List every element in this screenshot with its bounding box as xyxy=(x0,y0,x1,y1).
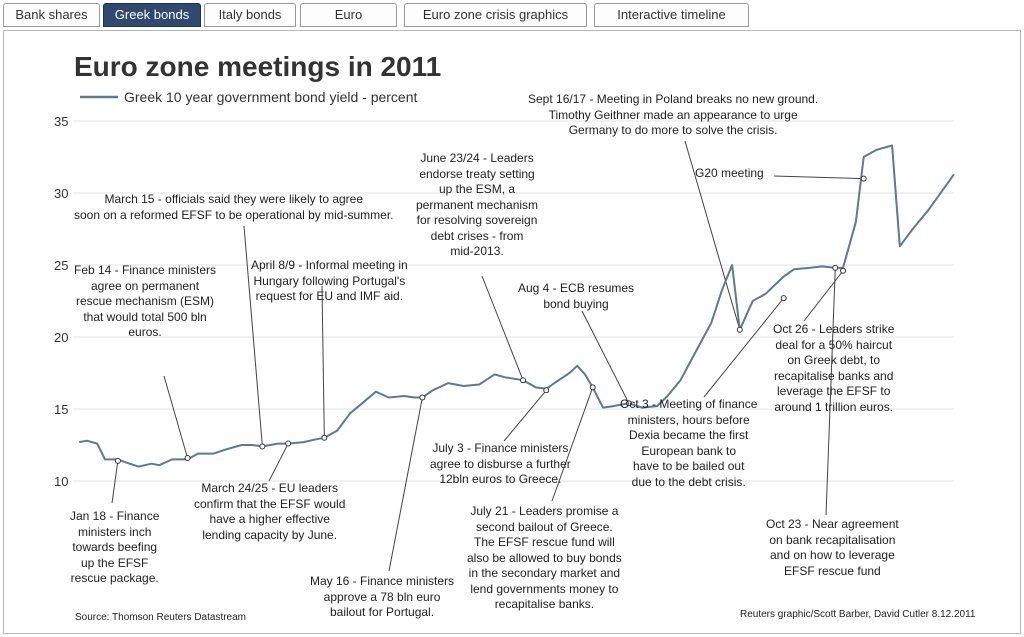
credit-note: Reuters graphic/Scott Barber, David Cutl… xyxy=(740,609,976,620)
annotation-feb14: Feb 14 - Finance ministers agree on perma… xyxy=(74,263,217,339)
annotation-leader-line xyxy=(268,443,289,482)
event-marker xyxy=(625,400,632,407)
y-tick-label: 30 xyxy=(54,186,68,201)
source-note: Source: Thomson Reuters Datastream xyxy=(75,612,247,623)
chart-panel: Euro zone meetings in 2011 Greek 10 year… xyxy=(3,30,1021,634)
annotation-jul21: July 21 - Leaders promise a second bailou… xyxy=(467,504,622,611)
annotation-oct23: Oct 23 - Near agreement on bank recapital… xyxy=(766,517,899,578)
tab-interactive-timeline[interactable]: Interactive timeline xyxy=(594,3,749,27)
annotation-aug4: Aug 4 - ECB resumes bond buying xyxy=(518,281,635,311)
event-marker xyxy=(543,387,550,394)
event-marker xyxy=(736,326,743,333)
annotation-jun23: June 23/24 - Leaders endorse treaty setti… xyxy=(416,151,539,258)
chart-title: Euro zone meetings in 2011 xyxy=(74,51,441,82)
event-marker xyxy=(832,264,839,271)
y-tick-label: 35 xyxy=(54,114,68,129)
annotation-sep16: Sept 16/17 - Meeting in Poland breaks no… xyxy=(528,92,819,137)
event-marker xyxy=(589,384,596,391)
annotation-oct3: Oct 3 - Meeting of finance ministers, hou… xyxy=(620,397,758,489)
annotation-leader-line xyxy=(111,460,119,504)
annotation-leader-line xyxy=(551,387,594,502)
annotation-jul3: July 3 - Finance ministers agree to disbu… xyxy=(430,441,571,486)
annotation-mar15: March 15 - officials said they were like… xyxy=(74,192,394,222)
event-marker xyxy=(860,175,867,182)
annotation-may16: May 16 - Finance ministers approve a 78 b… xyxy=(310,574,455,619)
event-marker xyxy=(780,295,787,302)
y-tick-label: 20 xyxy=(54,330,68,345)
y-tick-label: 10 xyxy=(54,474,68,489)
annotation-mar24: March 24/25 - EU leaders confirm that the… xyxy=(194,481,346,542)
annotation-leader-line xyxy=(703,297,785,398)
annotation-apr8: April 8/9 - Informal meeting in Hungary f… xyxy=(251,258,408,303)
annotation-g20: G20 meeting xyxy=(695,166,764,180)
annotation-jan18: Jan 18 - Finance ministers inch towards be… xyxy=(70,509,160,585)
annotation-leader-line xyxy=(388,397,423,572)
y-tick-label: 25 xyxy=(54,258,68,273)
annotation-oct26: Oct 26 - Leaders strike deal for a 50% ha… xyxy=(773,322,895,414)
bond-yield-chart: Euro zone meetings in 2011 Greek 10 year… xyxy=(54,51,955,572)
annotation-leader-line xyxy=(825,267,836,516)
annotation-leader-line xyxy=(243,225,263,447)
event-marker xyxy=(184,454,191,461)
y-tick-label: 15 xyxy=(54,402,68,417)
annotation-leader-line xyxy=(803,270,844,322)
tab-greek-bonds[interactable]: Greek bonds xyxy=(103,3,201,27)
event-marker xyxy=(520,377,527,384)
tab-euro[interactable]: Euro xyxy=(300,3,397,27)
tab-bar: Bank shares Greek bonds Italy bonds Euro… xyxy=(0,0,1024,30)
tab-bank-shares[interactable]: Bank shares xyxy=(3,3,100,27)
annotation-leader-line xyxy=(163,375,189,459)
tab-euro-zone-crisis-graphics[interactable]: Euro zone crisis graphics xyxy=(404,3,587,27)
tab-italy-bonds[interactable]: Italy bonds xyxy=(204,3,296,27)
annotation-leader-line xyxy=(773,175,864,180)
event-marker xyxy=(114,457,121,464)
event-marker xyxy=(259,443,266,450)
event-marker xyxy=(419,394,426,401)
event-marker xyxy=(321,434,328,441)
annotation-leader-line xyxy=(581,310,630,404)
annotation-leader-line xyxy=(321,285,325,438)
annotation-leader-line xyxy=(503,389,547,442)
annotation-leader-line xyxy=(684,140,741,330)
legend-label: Greek 10 year government bond yield - pe… xyxy=(124,89,417,105)
annotation-leader-line xyxy=(481,275,524,381)
event-marker xyxy=(840,267,847,274)
event-marker xyxy=(285,440,292,447)
